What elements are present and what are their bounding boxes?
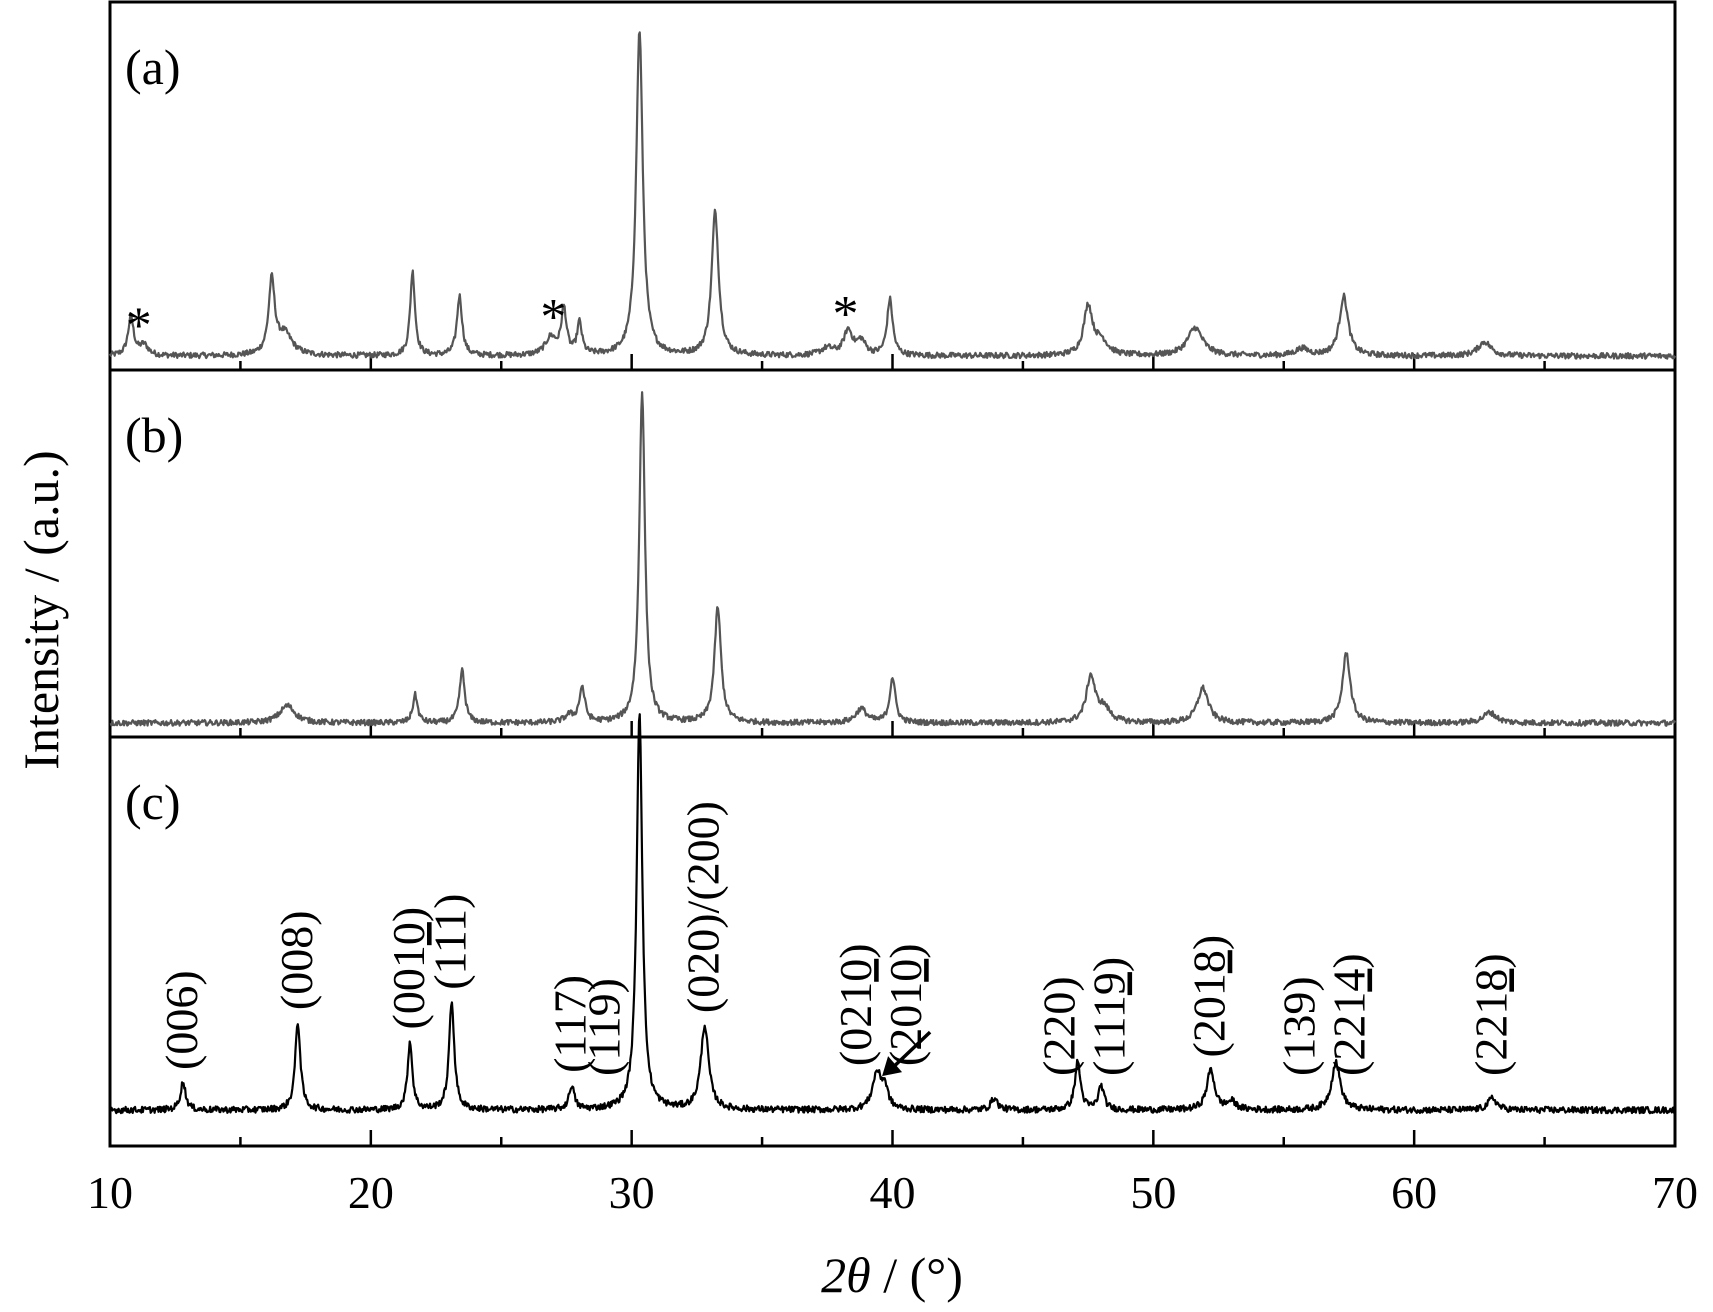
miller-index-label: (119)	[579, 978, 630, 1076]
miller-index-label: (1119)	[1084, 957, 1135, 1076]
panels-layer: (a)* * *(b)(c)(006)(008) (0010)(111)(117)(1…	[108, 0, 1677, 1148]
miller-index-label: (139)	[1274, 976, 1325, 1076]
miller-index-part: (201	[880, 982, 931, 1066]
miller-index-part: (006)	[156, 970, 207, 1070]
panel-2: (b)	[108, 368, 1677, 739]
pattern-line	[109, 391, 1677, 727]
panel-3: (c)(006)(008) (0010)(111)(117)(119)(020)/…	[108, 713, 1677, 1148]
miller-index-part: 9	[1084, 972, 1135, 995]
miller-index-label: (117)	[545, 975, 596, 1073]
x-tick-label: 30	[609, 1167, 655, 1218]
miller-index-part: (008)	[271, 910, 322, 1010]
miller-index-part: (201	[1184, 973, 1235, 1057]
miller-index-label: (2214)	[1324, 953, 1375, 1076]
miller-index-part: )	[1465, 953, 1516, 968]
miller-index-part: )	[383, 907, 434, 922]
miller-index-label: (2018)	[1184, 935, 1235, 1058]
miller-index-part: 4	[1324, 969, 1375, 992]
x-tick-label: 60	[1391, 1167, 1437, 1218]
miller-index-part: (221	[1324, 992, 1375, 1076]
panel-label: (b)	[125, 407, 183, 463]
miller-index-part: (220)	[1034, 976, 1085, 1076]
miller-index-part: (117)	[545, 975, 596, 1073]
panel-1: (a) * * *	[108, 0, 1677, 372]
miller-index-label: (2010)	[880, 943, 931, 1066]
miller-index-part: 0	[383, 922, 434, 945]
impurity-marker: *	[540, 289, 566, 346]
miller-index-part: (139)	[1274, 976, 1325, 1076]
impurity-marker: *	[833, 286, 859, 343]
miller-index-part: 0	[880, 959, 931, 982]
miller-index-part: (021	[830, 982, 881, 1066]
miller-index-part: )	[1084, 957, 1135, 972]
panel-label: (c)	[125, 774, 181, 830]
arrow-head	[882, 1056, 903, 1077]
impurity-marker: *	[126, 297, 152, 354]
miller-index-part: (001	[383, 945, 434, 1029]
y-axis-title: Intensity / (a.u.)	[13, 450, 69, 769]
x-axis-title: 2θ / (°)	[821, 1247, 963, 1303]
miller-index-part: (119)	[579, 978, 630, 1076]
miller-index-part: 8	[1184, 950, 1235, 973]
miller-index-label: (006)	[156, 970, 207, 1070]
miller-index-part: )	[1324, 953, 1375, 968]
x-axis: 10 20 30 40 50 60 70	[87, 1167, 1698, 1218]
pattern-line	[108, 713, 1677, 1115]
x-tick-label: 50	[1130, 1167, 1176, 1218]
panel-label: (a)	[125, 39, 181, 95]
miller-index-part: (221	[1465, 992, 1516, 1076]
miller-index-label: (0210)	[830, 943, 881, 1066]
miller-index-part: (020)/(200)	[678, 801, 729, 1013]
miller-index-part: )	[880, 943, 931, 958]
miller-index-label: (020)/(200)	[678, 801, 729, 1013]
x-tick-label: 70	[1652, 1167, 1698, 1218]
x-tick-label: 10	[87, 1167, 133, 1218]
miller-index-part: 8	[1465, 969, 1516, 992]
miller-index-part: )	[1184, 935, 1235, 950]
panel-frame	[108, 735, 1677, 1148]
miller-index-label: (0010)	[383, 907, 434, 1030]
miller-index-label: (111)	[425, 894, 476, 990]
x-axis-title-italic: 2θ	[821, 1247, 871, 1303]
x-tick-label: 40	[870, 1167, 916, 1218]
miller-index-label: (220)	[1034, 976, 1085, 1076]
miller-index-part: )	[830, 943, 881, 958]
miller-index-part: (111)	[425, 894, 476, 990]
miller-index-part: (111	[1084, 995, 1135, 1076]
miller-index-label: (008)	[271, 910, 322, 1010]
miller-index-label: (2218)	[1465, 953, 1516, 1076]
x-tick-label: 20	[348, 1167, 394, 1218]
pattern-line	[108, 31, 1677, 360]
arrow-line	[888, 1030, 932, 1072]
miller-index-part: 0	[830, 959, 881, 982]
x-axis-title-rest: / (°)	[871, 1247, 963, 1303]
